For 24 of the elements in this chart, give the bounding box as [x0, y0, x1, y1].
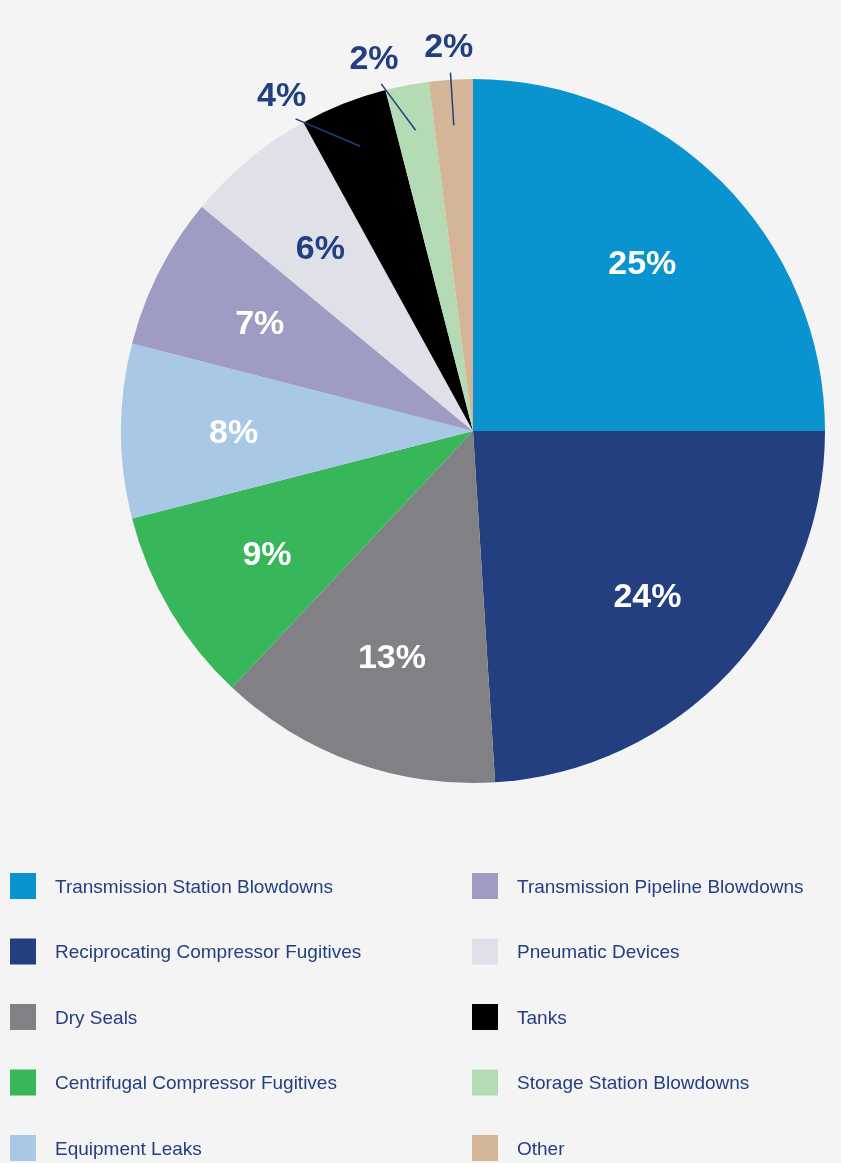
legend-label: Centrifugal Compressor Fugitives — [55, 1072, 337, 1093]
legend-label: Storage Station Blowdowns — [517, 1072, 750, 1093]
legend-label: Transmission Pipeline Blowdowns — [517, 875, 804, 897]
pie-slice — [121, 343, 473, 519]
pie-slice — [473, 79, 825, 431]
legend-label: Dry Seals — [55, 1006, 138, 1028]
legend-label: Reciprocating Compressor Fugitives — [55, 941, 362, 962]
legend-label: Tanks — [517, 1006, 567, 1028]
data-label: 4% — [257, 75, 307, 114]
data-label: 25% — [608, 242, 677, 281]
pie-slice — [385, 81, 473, 431]
data-label: 7% — [235, 303, 285, 342]
data-label: 2% — [424, 25, 474, 64]
data-label: 9% — [242, 533, 292, 572]
data-label: 24% — [613, 575, 682, 614]
legend-label: Pneumatic Devices — [517, 941, 680, 962]
pie-slice — [473, 431, 825, 783]
legend-label: Other — [517, 1137, 566, 1159]
data-label: 2% — [349, 37, 399, 76]
data-label: 13% — [357, 637, 426, 676]
legend-label: Transmission Station Blowdowns — [55, 875, 334, 897]
data-label: 8% — [209, 412, 259, 450]
data-label: 6% — [295, 227, 345, 266]
legend-label: Equipment Leaks — [55, 1137, 202, 1159]
